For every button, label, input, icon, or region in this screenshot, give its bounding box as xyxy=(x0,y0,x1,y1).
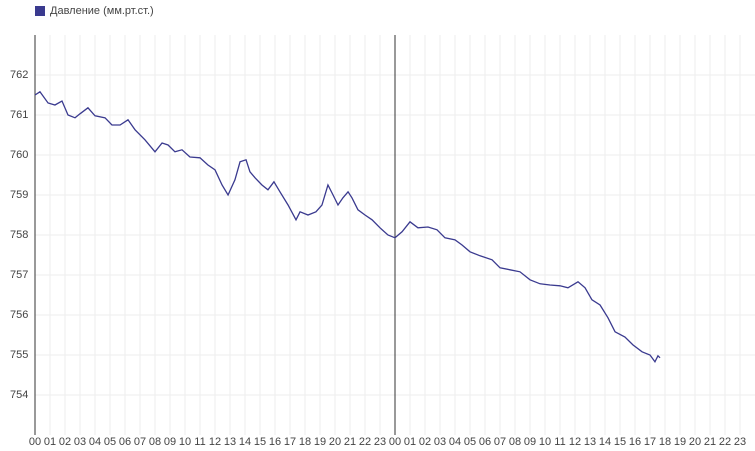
line xyxy=(34,90,661,364)
x-tick-label: 07 xyxy=(134,436,146,448)
x-tick-label: 20 xyxy=(329,436,341,448)
x-tick-label: 14 xyxy=(239,436,251,448)
y-tick-label: 757 xyxy=(10,269,28,281)
x-tick-label: 04 xyxy=(89,436,101,448)
x-tick-label: 13 xyxy=(224,436,236,448)
y-tick-label: 760 xyxy=(10,149,28,161)
y-tick-label: 755 xyxy=(10,349,28,361)
x-tick-label: 15 xyxy=(614,436,626,448)
x-tick-label: 10 xyxy=(179,436,191,448)
x-tick-label: 20 xyxy=(689,436,701,448)
x-tick-label: 23 xyxy=(734,436,746,448)
x-tick-label: 17 xyxy=(284,436,296,448)
x-tick-label: 18 xyxy=(659,436,671,448)
x-tick-label: 01 xyxy=(404,436,416,448)
y-tick-label: 754 xyxy=(10,389,28,401)
x-tick-label: 02 xyxy=(59,436,71,448)
legend-swatch xyxy=(35,6,45,16)
x-tick-label: 19 xyxy=(674,436,686,448)
y-tick-label: 758 xyxy=(10,229,28,241)
x-tick-label: 03 xyxy=(434,436,446,448)
x-tick-label: 01 xyxy=(44,436,56,448)
x-tick-label: 04 xyxy=(449,436,461,448)
x-tick-label: 12 xyxy=(209,436,221,448)
x-tick-label: 08 xyxy=(149,436,161,448)
y-tick-label: 761 xyxy=(10,109,28,121)
x-tick-label: 22 xyxy=(719,436,731,448)
x-tick-label: 00 xyxy=(29,436,41,448)
x-tick-label: 06 xyxy=(479,436,491,448)
x-tick-label: 18 xyxy=(299,436,311,448)
x-tick-label: 08 xyxy=(509,436,521,448)
x-tick-label: 03 xyxy=(74,436,86,448)
x-tick-label: 23 xyxy=(374,436,386,448)
x-tick-label: 22 xyxy=(359,436,371,448)
x-tick-label: 05 xyxy=(104,436,116,448)
x-tick-label: 11 xyxy=(554,436,565,448)
y-tick-label: 762 xyxy=(10,69,28,81)
x-tick-label: 15 xyxy=(254,436,266,448)
x-tick-label: 19 xyxy=(314,436,326,448)
x-tick-label: 17 xyxy=(644,436,656,448)
x-tick-label: 21 xyxy=(704,436,716,448)
x-tick-label: 10 xyxy=(539,436,551,448)
y-tick-label: 759 xyxy=(10,189,28,201)
x-tick-label: 11 xyxy=(194,436,205,448)
x-tick-label: 09 xyxy=(164,436,176,448)
x-tick-label: 16 xyxy=(269,436,281,448)
x-tick-label: 07 xyxy=(494,436,506,448)
x-tick-label: 16 xyxy=(629,436,641,448)
legend-label: Давление (мм.рт.ст.) xyxy=(50,5,154,17)
x-tick-label: 13 xyxy=(584,436,596,448)
x-tick-label: 02 xyxy=(419,436,431,448)
x-tick-label: 14 xyxy=(599,436,611,448)
x-tick-label: 09 xyxy=(524,436,536,448)
x-tick-label: 06 xyxy=(119,436,131,448)
x-tick-label: 12 xyxy=(569,436,581,448)
x-tick-label: 00 xyxy=(389,436,401,448)
x-tick-label: 05 xyxy=(464,436,476,448)
y-tick-label: 756 xyxy=(10,309,28,321)
x-tick-label: 21 xyxy=(344,436,356,448)
